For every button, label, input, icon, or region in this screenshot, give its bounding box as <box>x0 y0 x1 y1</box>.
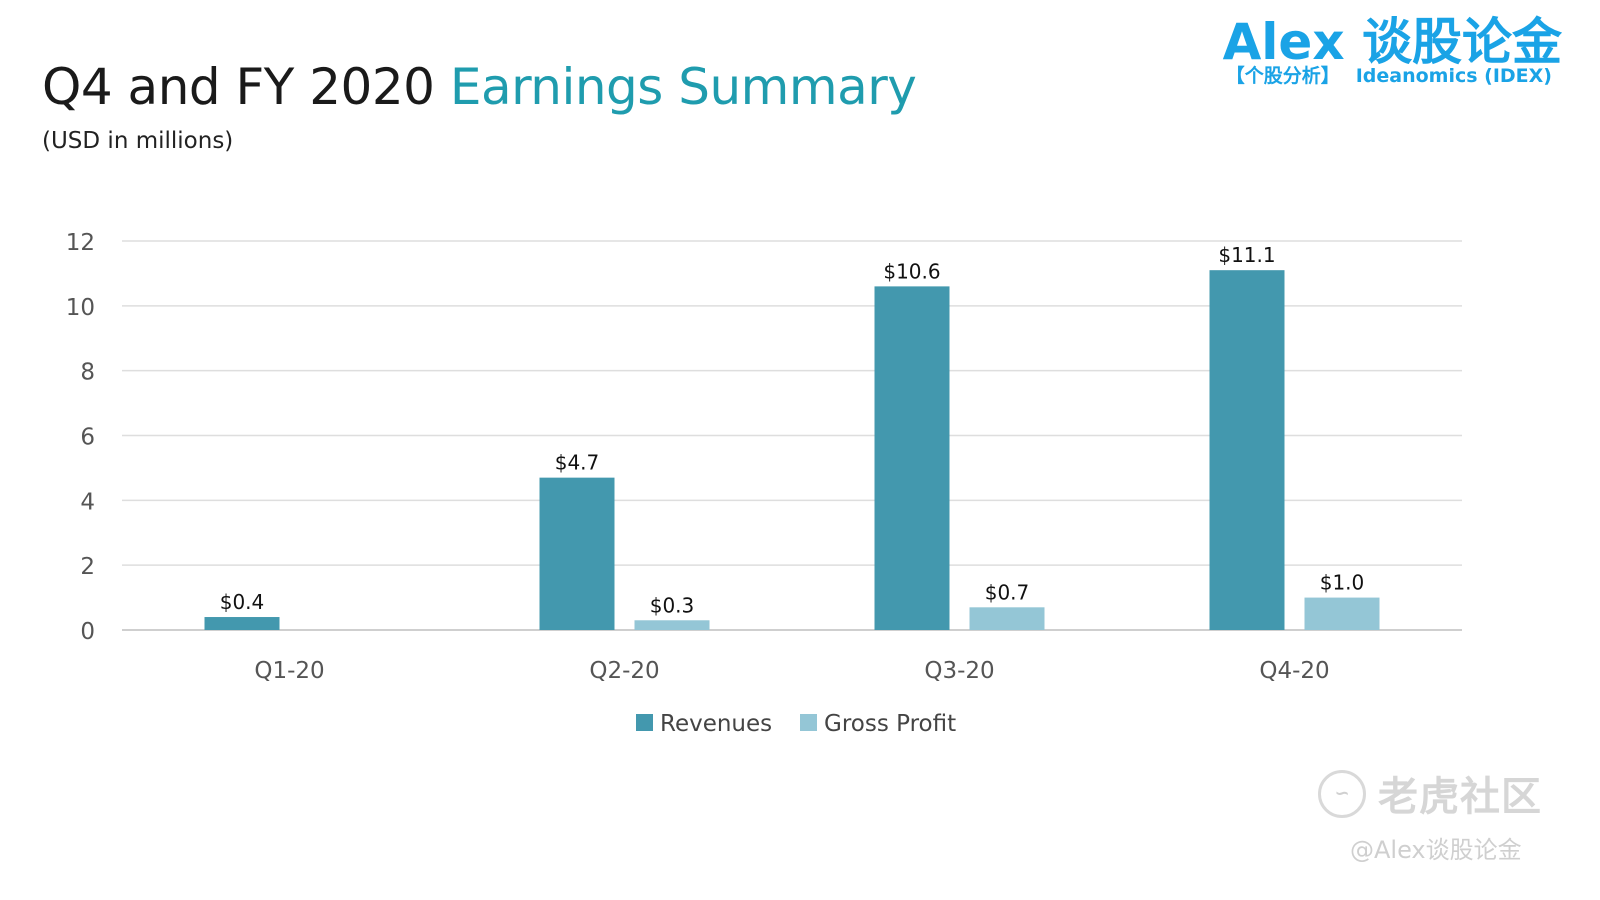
title-accent: Earnings Summary <box>449 58 917 116</box>
x-tick-label: Q4-20 <box>1259 658 1329 684</box>
y-tick-label: 0 <box>80 619 95 645</box>
bar-gross-profit-q2-20 <box>634 620 710 630</box>
data-label: $10.6 <box>883 259 940 283</box>
brand-stock: Ideanomics (IDEX) <box>1355 65 1552 87</box>
y-tick-label: 4 <box>80 489 95 515</box>
bar-revenues-q4-20 <box>1209 270 1285 630</box>
bar-gross-profit-q3-20 <box>969 607 1045 630</box>
data-label: $0.4 <box>220 590 265 614</box>
page-title: Q4 and FY 2020 Earnings Summary <box>42 58 917 116</box>
x-tick-label: Q2-20 <box>589 658 659 684</box>
bar-revenues-q2-20 <box>539 477 615 630</box>
y-tick-label: 10 <box>66 295 95 321</box>
data-label: $4.7 <box>555 451 600 475</box>
data-label: $11.1 <box>1218 243 1275 267</box>
legend-swatch-gross-profit <box>800 714 817 731</box>
legend-swatch-revenues <box>636 714 653 731</box>
brand-name: Alex 谈股论金 <box>1222 13 1562 71</box>
bar-revenues-q3-20 <box>874 286 950 630</box>
bar-revenues-q1-20 <box>204 617 280 630</box>
page-subtitle: (USD in millions) <box>42 128 234 154</box>
title-main: Q4 and FY 2020 <box>42 58 435 116</box>
tiger-logo-icon: ∽ <box>1318 770 1366 818</box>
data-label: $1.0 <box>1320 571 1365 595</box>
watermark-main: 老虎社区 <box>1378 774 1542 820</box>
legend-label-revenues: Revenues <box>660 711 772 737</box>
brand-tag: 【个股分析】 <box>1225 65 1340 87</box>
y-tick-label: 8 <box>80 360 95 386</box>
bar-gross-profit-q4-20 <box>1304 597 1380 630</box>
y-tick-label: 6 <box>80 425 95 451</box>
y-tick-label: 12 <box>66 230 95 256</box>
data-label: $0.3 <box>650 593 695 617</box>
watermark-sub: @Alex谈股论金 <box>1350 836 1522 864</box>
data-label: $0.7 <box>985 580 1030 604</box>
y-tick-label: 2 <box>80 554 95 580</box>
brand-subline: 【个股分析】 Ideanomics (IDEX) <box>1226 61 1552 88</box>
x-tick-label: Q1-20 <box>254 658 324 684</box>
x-tick-label: Q3-20 <box>924 658 994 684</box>
legend-label-gross-profit: Gross Profit <box>824 711 956 737</box>
